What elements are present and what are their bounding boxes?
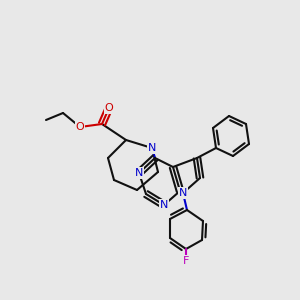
Text: F: F	[183, 256, 189, 266]
Text: N: N	[148, 143, 156, 153]
Text: N: N	[179, 188, 187, 198]
Text: N: N	[135, 168, 143, 178]
Text: N: N	[160, 200, 168, 210]
Text: O: O	[105, 103, 113, 113]
Text: O: O	[76, 122, 84, 132]
